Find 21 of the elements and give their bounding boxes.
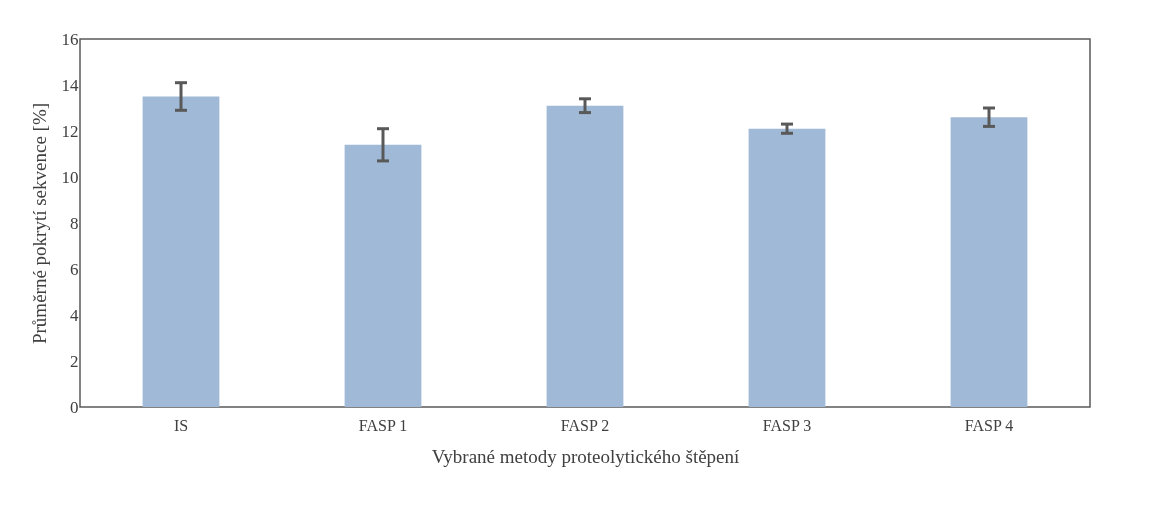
y-tick-label: 6: [70, 259, 79, 279]
y-tick-label: 10: [61, 167, 79, 187]
x-tick-label: FASP 1: [358, 416, 408, 434]
x-tick-label: IS: [173, 416, 189, 434]
x-axis-title: Vybrané metody proteolytického štěpení: [431, 445, 741, 467]
bar: [142, 96, 220, 407]
x-tick-label: FASP 3: [762, 416, 812, 434]
y-tick-label: 4: [70, 305, 79, 325]
bar: [344, 144, 422, 407]
bar: [546, 105, 624, 407]
y-axis-title: Průměrné pokrytí sekvence [%]: [28, 102, 50, 345]
y-tick-label: 2: [70, 351, 79, 371]
bar: [950, 117, 1028, 407]
y-tick-label: 0: [70, 397, 79, 417]
y-tick-label: 12: [61, 121, 79, 141]
y-tick-label: 8: [70, 213, 79, 233]
y-tick-label: 16: [61, 29, 79, 49]
y-tick-label: 14: [61, 75, 79, 95]
bar: [748, 128, 826, 407]
x-tick-label: FASP 2: [560, 416, 610, 434]
x-tick-label: FASP 4: [964, 416, 1014, 434]
